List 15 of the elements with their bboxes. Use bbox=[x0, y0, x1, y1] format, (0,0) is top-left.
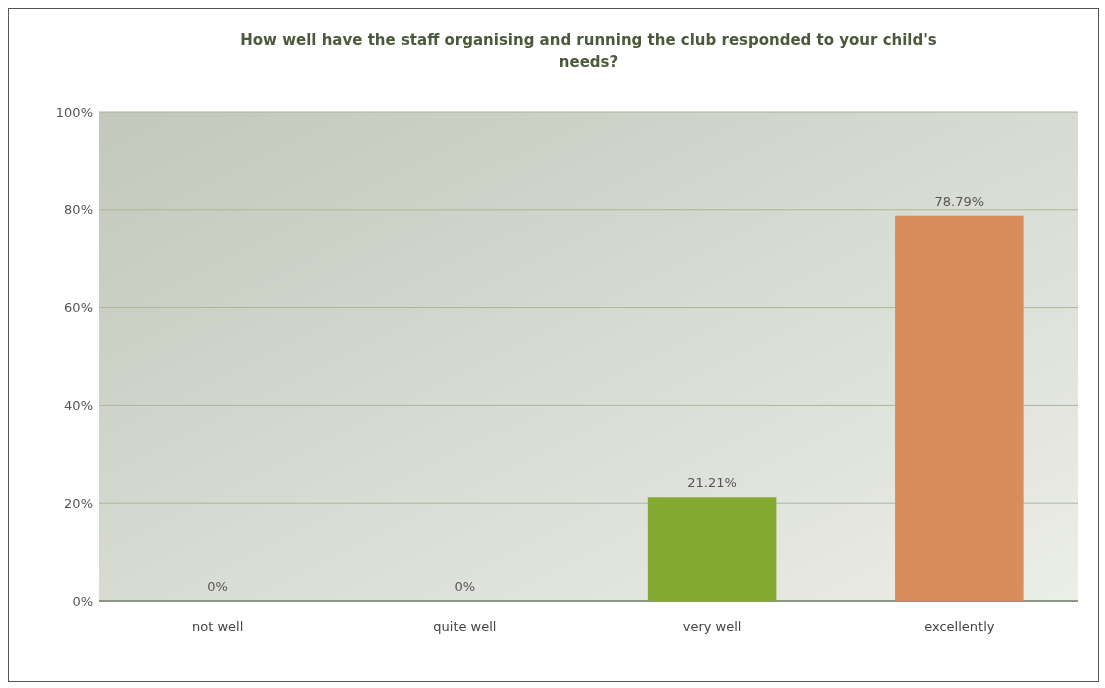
x-tick-label: very well bbox=[682, 619, 742, 634]
chart-title: How well have the staff organising and running the club responded to your child's needs? bbox=[240, 31, 937, 71]
data-label: 21.21% bbox=[687, 475, 737, 491]
data-label: 0% bbox=[454, 579, 476, 594]
y-tick-label: 60% bbox=[64, 300, 93, 316]
y-tick-label: 20% bbox=[64, 495, 93, 511]
y-tick-label: 80% bbox=[64, 202, 93, 218]
x-tick-label: not well bbox=[192, 619, 244, 634]
x-tick-label: quite well bbox=[433, 619, 497, 634]
y-tick-label: 40% bbox=[64, 397, 93, 413]
y-tick-label: 100% bbox=[55, 104, 93, 120]
y-tick-label: 0% bbox=[72, 593, 93, 609]
data-label: 78.79% bbox=[934, 193, 985, 209]
data-label: 0% bbox=[207, 579, 228, 594]
x-tick-label: excellently bbox=[924, 619, 995, 634]
